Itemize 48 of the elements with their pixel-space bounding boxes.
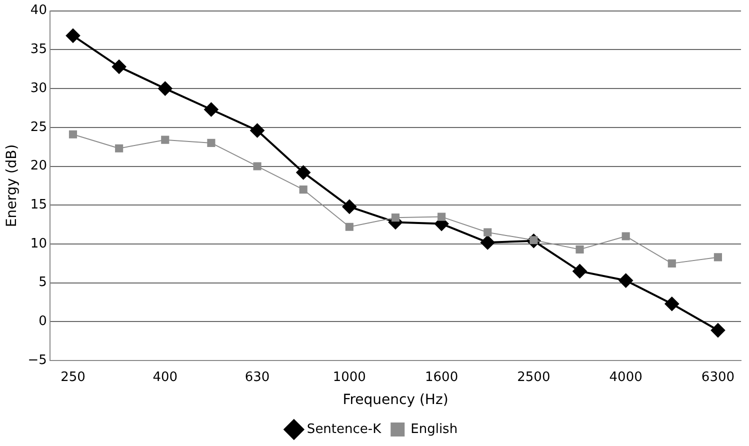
point	[664, 296, 679, 311]
point	[161, 136, 170, 144]
x-axis-title: Frequency (Hz)	[342, 392, 448, 408]
point	[668, 259, 676, 268]
y-tick-label: 35	[30, 42, 47, 58]
x-tick-label: 250	[60, 370, 86, 385]
x-tick-label: 1000	[332, 370, 366, 385]
x-tick-label: 400	[152, 370, 178, 385]
x-tick-label: 4000	[609, 370, 642, 385]
y-tick-label: 20	[30, 158, 47, 174]
x-tick-label: 2500	[517, 370, 550, 385]
point	[253, 162, 262, 170]
y-tick-label: 40	[30, 3, 47, 18]
point	[622, 232, 630, 240]
point	[438, 212, 446, 221]
point	[68, 130, 78, 138]
y-tick-label: 25	[30, 120, 47, 135]
legend-label: Sentence-K	[306, 422, 382, 437]
y-tick-label: 30	[30, 80, 47, 96]
point	[714, 253, 722, 262]
point	[299, 186, 308, 194]
x-tick-label: 6300	[701, 370, 735, 385]
point	[484, 228, 492, 236]
point	[391, 214, 400, 222]
point	[342, 200, 356, 214]
point	[296, 165, 310, 180]
point	[158, 82, 172, 96]
y-tick-label: −5	[28, 352, 47, 368]
x-tick-label: 1600	[425, 370, 458, 385]
x-tick-label: 630	[244, 370, 270, 385]
point	[480, 235, 495, 250]
point	[204, 102, 218, 117]
point	[112, 60, 126, 74]
point	[618, 274, 633, 288]
y-tick-label: 5	[38, 275, 47, 290]
legend-label: English	[410, 422, 458, 437]
y-tick-label: 10	[30, 236, 47, 252]
y-tick-label: 0	[38, 314, 47, 330]
point	[576, 245, 584, 254]
point	[710, 323, 725, 338]
point	[250, 124, 264, 138]
point	[345, 222, 354, 231]
y-tick-label: 15	[30, 198, 47, 213]
y-axis-title: Energy (dB)	[4, 144, 20, 228]
point	[572, 264, 587, 278]
point	[66, 28, 80, 43]
point	[115, 144, 124, 152]
point	[207, 138, 216, 147]
